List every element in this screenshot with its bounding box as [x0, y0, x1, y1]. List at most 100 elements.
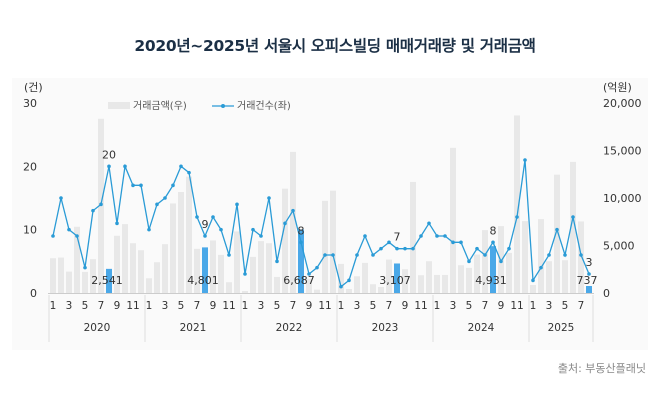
bar — [258, 241, 264, 293]
month-tick: 5 — [562, 300, 569, 312]
month-tick: 3 — [546, 300, 553, 312]
month-tick: 3 — [66, 300, 73, 312]
bar — [306, 278, 312, 293]
bar — [370, 284, 376, 293]
count-point — [483, 253, 487, 257]
month-tick: 1 — [50, 300, 57, 312]
count-point — [283, 221, 287, 226]
bar — [186, 176, 192, 293]
count-point — [427, 221, 431, 226]
year-label: 2020 — [84, 322, 111, 334]
month-tick: 5 — [82, 300, 89, 312]
month-tick: 11 — [126, 300, 139, 312]
month-tick: 11 — [318, 300, 331, 312]
count-point — [267, 196, 271, 200]
count-point — [459, 240, 463, 245]
bar — [282, 188, 288, 293]
bar — [330, 190, 336, 293]
count-point — [91, 208, 95, 213]
bar — [234, 231, 240, 293]
bar — [74, 226, 80, 293]
count-point — [275, 259, 279, 264]
bar-highlight — [106, 268, 112, 293]
count-point — [499, 259, 503, 264]
left-axis-tick: 10 — [23, 224, 37, 237]
year-label: 2023 — [372, 322, 399, 334]
count-point — [259, 234, 263, 238]
month-tick: 11 — [510, 300, 523, 312]
month-tick: 9 — [402, 300, 409, 312]
right-axis-tick: 5,000 — [603, 240, 635, 253]
bar — [322, 200, 328, 293]
bar-highlight — [298, 229, 304, 293]
count-point — [435, 234, 439, 238]
count-point — [491, 240, 495, 245]
legend-bar-swatch — [108, 102, 130, 109]
count-point — [131, 183, 135, 188]
bar — [362, 262, 368, 293]
count-point — [371, 253, 375, 257]
bar — [450, 147, 456, 293]
month-tick: 7 — [578, 300, 585, 312]
bar — [114, 235, 120, 293]
count-point — [395, 246, 399, 251]
month-tick: 9 — [210, 300, 217, 312]
bar — [514, 115, 520, 293]
bar — [578, 221, 584, 293]
bar — [378, 287, 384, 293]
count-point — [155, 202, 159, 207]
count-point — [307, 272, 311, 276]
count-point — [507, 246, 511, 251]
bar — [242, 291, 248, 293]
bar — [314, 289, 320, 293]
amount-annotation: 4,801 — [187, 274, 219, 287]
count-point — [227, 253, 231, 257]
bar — [194, 248, 200, 293]
bar — [266, 243, 272, 293]
month-tick: 3 — [258, 300, 265, 312]
legend-bar-label: 거래금액(우) — [133, 100, 187, 112]
count-annotation: 7 — [394, 231, 401, 244]
bar — [426, 261, 432, 293]
bar-highlight — [490, 246, 496, 293]
bar — [90, 259, 96, 293]
month-tick: 11 — [222, 300, 235, 312]
count-point — [563, 253, 567, 257]
count-point — [59, 196, 63, 200]
right-axis-tick: 0 — [603, 287, 610, 300]
month-tick: 3 — [162, 300, 169, 312]
count-point — [387, 240, 391, 245]
count-point — [579, 253, 583, 257]
count-point — [163, 196, 167, 200]
count-point — [331, 253, 335, 257]
year-label: 2022 — [276, 322, 303, 334]
bar — [122, 224, 128, 293]
bar — [50, 258, 56, 293]
bar-highlight — [202, 247, 208, 293]
count-point — [235, 202, 239, 207]
bar — [218, 254, 224, 293]
count-point — [403, 246, 407, 251]
legend-line-label: 거래건수(좌) — [237, 100, 291, 112]
bar — [466, 267, 472, 293]
right-axis-unit: (억원) — [603, 81, 632, 94]
left-axis-tick: 0 — [30, 287, 37, 300]
month-tick: 5 — [274, 300, 281, 312]
count-point — [347, 278, 351, 283]
count-point — [51, 234, 55, 238]
count-point — [115, 221, 119, 226]
year-label: 2024 — [468, 322, 495, 334]
bar — [546, 261, 552, 293]
month-tick: 1 — [434, 300, 441, 312]
count-point — [179, 164, 183, 169]
chart-title: 2020년~2025년 서울시 오피스빌딩 매매거래량 및 거래금액 — [134, 37, 536, 55]
count-annotation: 8 — [298, 224, 305, 237]
month-tick: 3 — [450, 300, 457, 312]
count-point — [315, 265, 319, 270]
month-tick: 1 — [338, 300, 345, 312]
count-point — [187, 170, 191, 175]
count-point — [523, 158, 527, 162]
count-point — [299, 240, 303, 245]
year-label: 2025 — [548, 322, 575, 334]
bar — [82, 271, 88, 293]
